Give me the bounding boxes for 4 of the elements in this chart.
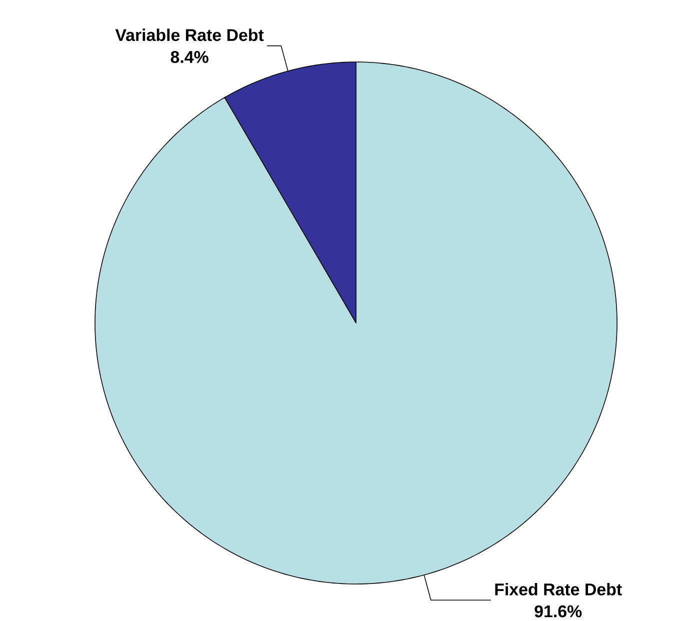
slice-label: Variable Rate Debt [115, 28, 264, 42]
slice-label: Fixed Rate Debt [495, 582, 622, 596]
data-label: 8.4% [170, 51, 208, 64]
data-label: 91.6% [534, 605, 582, 618]
